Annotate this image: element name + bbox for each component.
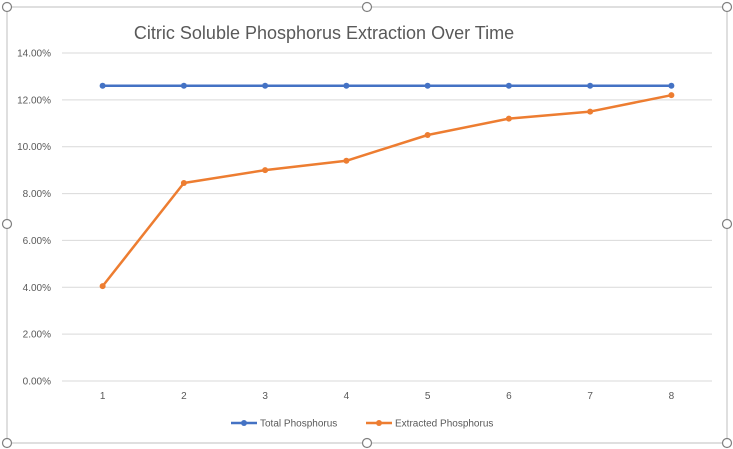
legend-item[interactable]: Extracted Phosphorus bbox=[366, 419, 493, 430]
legend-label: Extracted Phosphorus bbox=[395, 419, 493, 430]
resize-handle[interactable] bbox=[361, 437, 373, 449]
resize-handle[interactable] bbox=[361, 1, 373, 13]
y-tick-label: 6.00% bbox=[23, 236, 51, 247]
data-point[interactable] bbox=[262, 82, 269, 89]
legend-label: Total Phosphorus bbox=[260, 419, 337, 430]
x-tick-label: 2 bbox=[181, 391, 187, 402]
legend-marker bbox=[376, 420, 382, 426]
data-point[interactable] bbox=[505, 82, 512, 89]
y-tick-label: 4.00% bbox=[23, 283, 51, 294]
data-point[interactable] bbox=[587, 82, 594, 89]
data-point[interactable] bbox=[668, 92, 675, 99]
resize-handle[interactable] bbox=[721, 437, 733, 449]
data-point[interactable] bbox=[180, 82, 187, 89]
chart-title: Citric Soluble Phosphorus Extraction Ove… bbox=[134, 23, 514, 43]
x-tick-label: 3 bbox=[262, 391, 268, 402]
data-point[interactable] bbox=[99, 283, 106, 290]
x-tick-label: 1 bbox=[100, 391, 106, 402]
data-point[interactable] bbox=[424, 82, 431, 89]
data-point[interactable] bbox=[262, 167, 269, 174]
resize-handle[interactable] bbox=[1, 1, 13, 13]
y-tick-label: 2.00% bbox=[23, 330, 51, 341]
data-point[interactable] bbox=[343, 157, 350, 164]
data-point[interactable] bbox=[587, 108, 594, 115]
x-tick-label: 7 bbox=[587, 391, 593, 402]
y-tick-label: 8.00% bbox=[23, 189, 51, 200]
x-tick-label: 4 bbox=[344, 391, 350, 402]
x-tick-label: 5 bbox=[425, 391, 431, 402]
legend-item[interactable]: Total Phosphorus bbox=[231, 419, 337, 430]
y-tick-label: 14.00% bbox=[17, 49, 51, 60]
resize-handle[interactable] bbox=[721, 218, 733, 230]
data-point[interactable] bbox=[180, 180, 187, 187]
y-tick-label: 10.00% bbox=[17, 142, 51, 153]
data-point[interactable] bbox=[668, 82, 675, 89]
data-point[interactable] bbox=[99, 82, 106, 89]
resize-handle[interactable] bbox=[721, 1, 733, 13]
x-tick-label: 6 bbox=[506, 391, 512, 402]
resize-handle[interactable] bbox=[1, 218, 13, 230]
series-0[interactable] bbox=[99, 82, 675, 89]
series-1[interactable] bbox=[99, 92, 675, 290]
data-point[interactable] bbox=[505, 115, 512, 122]
x-tick-label: 8 bbox=[669, 391, 675, 402]
y-tick-label: 12.00% bbox=[17, 95, 51, 106]
resize-handle[interactable] bbox=[1, 437, 13, 449]
data-point[interactable] bbox=[343, 82, 350, 89]
data-point[interactable] bbox=[424, 132, 431, 138]
legend-marker bbox=[241, 420, 247, 426]
series-line[interactable] bbox=[101, 93, 672, 287]
y-tick-label: 0.00% bbox=[23, 377, 51, 388]
chart-area-border bbox=[6, 6, 728, 444]
